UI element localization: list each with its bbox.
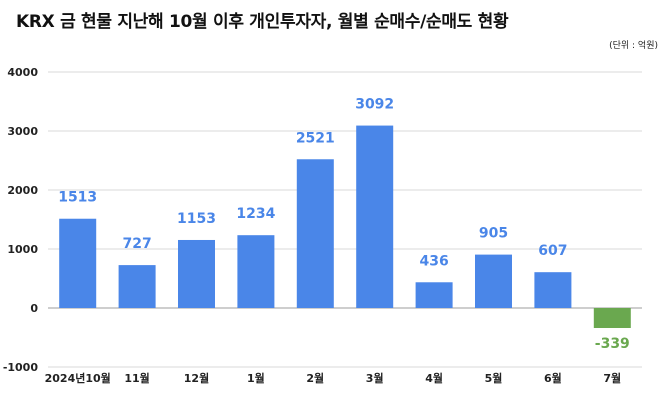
x-tick-label-1: 11월 [124, 371, 149, 385]
data-label-5: 3092 [355, 97, 394, 113]
y-tick-label-3: 1000 [7, 243, 38, 256]
data-label-2: 1153 [177, 211, 216, 227]
x-tick-label-4: 2월 [306, 371, 324, 385]
x-tick-label-2: 12월 [184, 371, 209, 385]
chart-title: KRX 금 현물 지난해 10월 이후 개인투자자, 월별 순매수/순매도 현황 [16, 12, 509, 32]
x-tick-label-8: 6월 [544, 371, 562, 385]
x-tick-label-6: 4월 [425, 371, 443, 385]
bar-1 [118, 265, 156, 308]
bar-6 [415, 282, 453, 308]
data-label-9: -339 [595, 336, 630, 352]
x-tick-label-0: 2024년10월 [45, 371, 111, 385]
data-label-8: 607 [538, 243, 567, 259]
y-tick-label-2: 2000 [7, 184, 38, 197]
x-tick-label-9: 7월 [603, 371, 621, 385]
bar-0 [59, 218, 97, 308]
data-label-4: 2521 [296, 130, 335, 146]
bar-4 [296, 159, 334, 308]
x-tick-label-7: 5월 [485, 371, 503, 385]
y-tick-label-4: 0 [30, 302, 38, 315]
bar-7 [475, 254, 512, 308]
data-label-6: 436 [419, 253, 448, 269]
y-tick-label-1: 3000 [7, 125, 38, 138]
x-tick-label-5: 3월 [366, 371, 384, 385]
bar-3 [237, 235, 275, 308]
y-tick-label-0: 4000 [7, 66, 38, 79]
data-label-3: 1234 [236, 206, 275, 222]
data-label-0: 1513 [58, 190, 97, 206]
bar-2 [178, 239, 215, 308]
x-tick-label-3: 1월 [247, 371, 265, 385]
bar-9 [593, 308, 631, 329]
y-tick-label-5: -1000 [3, 361, 39, 374]
bar-8 [534, 272, 572, 308]
data-label-7: 905 [479, 226, 508, 242]
data-label-1: 727 [122, 236, 151, 252]
bar-5 [356, 125, 394, 309]
unit-note: (단위 : 억원) [609, 41, 658, 51]
